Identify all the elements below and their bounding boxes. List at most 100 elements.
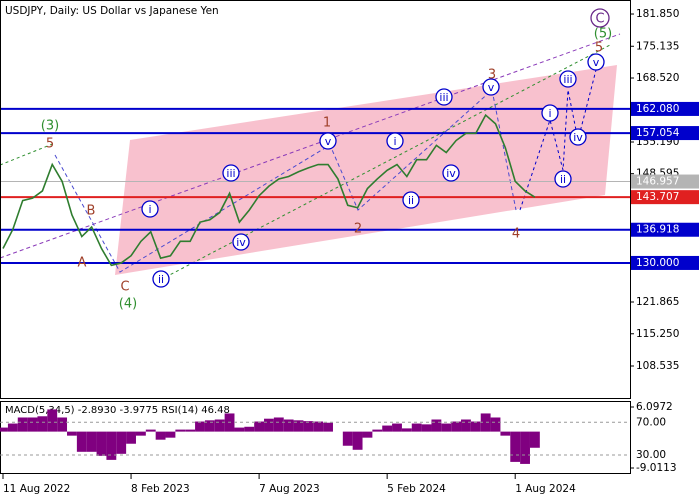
- macd-bar: [155, 431, 166, 440]
- y-tick-label: 6.0972: [636, 401, 673, 413]
- wave-circle: [541, 104, 559, 122]
- wave-circle: [152, 270, 170, 288]
- macd-bar: [461, 419, 471, 432]
- macd-bar: [175, 429, 186, 432]
- wave-circle: [587, 53, 605, 71]
- macd-bar: [273, 417, 284, 432]
- macd-bar: [195, 421, 205, 432]
- macd-bar: [76, 431, 87, 452]
- indicator-panel: [0, 401, 631, 474]
- wave-circle: [590, 8, 610, 28]
- wave-label: 5: [595, 41, 603, 56]
- macd-bar: [323, 422, 333, 432]
- macd-bar: [529, 431, 540, 448]
- wave-label: 2: [354, 222, 362, 237]
- macd-bar: [126, 431, 136, 444]
- wave-label: v: [593, 56, 600, 69]
- macd-bar: [411, 423, 422, 432]
- wave-label: ii: [158, 273, 164, 286]
- level-label: 157.054: [636, 127, 680, 139]
- macd-bar: [520, 431, 530, 464]
- wave-label: 3: [488, 68, 496, 83]
- level-label: 146.957: [636, 176, 679, 188]
- wave-label: (5): [594, 27, 612, 42]
- macd-bar: [165, 431, 176, 438]
- level-label-box: [631, 174, 699, 189]
- x-tick-label: 1 Aug 2024: [515, 483, 576, 495]
- macd-bar: [234, 427, 245, 432]
- wave-label: iii: [563, 73, 572, 86]
- macd-bar: [264, 418, 274, 432]
- macd-bar: [7, 423, 18, 432]
- macd-bar: [303, 421, 314, 432]
- wave-label: iii: [439, 91, 448, 104]
- level-label-box: [631, 222, 699, 237]
- macd-bar: [480, 413, 491, 432]
- wave-label: (4): [119, 297, 137, 312]
- wave-label: ii: [560, 173, 566, 186]
- wave-label: C: [595, 12, 604, 27]
- macd-bar: [254, 421, 265, 432]
- macd-bar: [27, 417, 38, 432]
- macd-bar: [37, 416, 48, 432]
- projection: [519, 69, 597, 211]
- macd-bar: [57, 417, 68, 432]
- macd-bar: [86, 431, 97, 452]
- y-tick-label: 175.135: [636, 40, 679, 52]
- y-tick-label: 115.250: [636, 328, 679, 340]
- wave-label: 1: [323, 116, 331, 131]
- y2-tick-label: 30.00: [636, 449, 666, 461]
- macd-bar: [342, 431, 353, 446]
- wave-label: iv: [446, 167, 456, 180]
- macd-bar: [17, 417, 28, 432]
- macd-bar: [67, 431, 77, 436]
- level-label: 136.918: [636, 224, 679, 236]
- level-label-box: [631, 255, 699, 270]
- macd-bar: [431, 419, 442, 432]
- macd-bar: [283, 419, 294, 432]
- trend-line: [0, 142, 56, 166]
- macd-bar: [421, 424, 432, 432]
- wave-label: iv: [573, 131, 583, 144]
- wave-path: [54, 89, 517, 273]
- x-tick-label: 5 Feb 2024: [387, 483, 446, 495]
- wave-label: C: [120, 280, 129, 295]
- wave-label: 4: [512, 227, 520, 242]
- y-tick-label: 121.865: [636, 296, 679, 308]
- wave-label: iii: [226, 167, 235, 180]
- macd-bar: [214, 419, 225, 432]
- macd-bar: [490, 417, 501, 432]
- wave-circle: [319, 132, 337, 150]
- macd-bar: [392, 423, 402, 432]
- wave-circle: [482, 78, 500, 96]
- macd-bar: [0, 427, 8, 432]
- level-label: 130.000: [636, 257, 679, 269]
- macd-bar: [362, 431, 373, 438]
- price-panel: [0, 0, 631, 399]
- macd-bar: [47, 409, 58, 432]
- macd-bar: [372, 429, 383, 432]
- macd-bar: [510, 431, 521, 462]
- macd-bar: [352, 431, 363, 450]
- wave-circle: [442, 164, 460, 182]
- macd-bar: [401, 428, 412, 432]
- wave-circle: [559, 70, 577, 88]
- wave-circle: [569, 128, 587, 146]
- wave-label: i: [548, 107, 551, 120]
- wave-label: i: [393, 135, 396, 148]
- macd-bar: [244, 426, 255, 432]
- macd-bar: [500, 431, 511, 436]
- macd-bar: [451, 421, 462, 432]
- macd-bar: [204, 420, 215, 432]
- macd-bar: [135, 431, 146, 436]
- level-label: 162.080: [636, 103, 679, 115]
- wave-label: iv: [236, 236, 246, 249]
- wave-circle: [141, 200, 159, 218]
- wave-label: 5: [46, 137, 54, 152]
- macd-bar: [96, 431, 107, 456]
- macd-bar: [293, 420, 304, 432]
- macd-bar: [441, 423, 452, 432]
- macd-bar: [470, 421, 481, 432]
- x-tick-label: 8 Feb 2023: [131, 483, 190, 495]
- level-label: 143.707: [636, 191, 679, 203]
